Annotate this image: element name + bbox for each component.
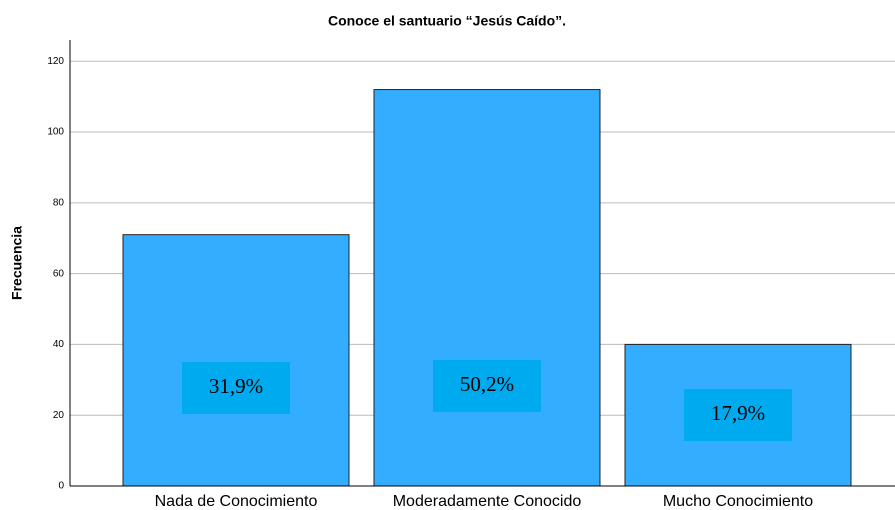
y-tick-label: 40 [53, 339, 65, 350]
y-tick-label: 120 [47, 56, 64, 67]
y-tick-label: 0 [58, 481, 64, 492]
chart-title: Conoce el santuario “Jesús Caído”. [328, 13, 566, 29]
y-axis-title: Frecuencia [9, 226, 25, 300]
bar [373, 89, 601, 487]
annotation-box [182, 362, 290, 414]
annotation-box [684, 389, 792, 441]
y-tick-label: 20 [53, 410, 65, 421]
x-tick-label: Nada de Conocimiento [155, 493, 318, 510]
x-tick-label: Mucho Conocimiento [663, 493, 813, 510]
bar [122, 234, 350, 487]
annotation: 50,2% [460, 372, 514, 396]
x-tick-label: Moderadamente Conocido [393, 493, 582, 510]
annotation-box [433, 360, 541, 412]
annotation: 31,9% [209, 374, 263, 398]
y-tick-label: 80 [53, 197, 65, 208]
y-tick-label: 100 [47, 127, 64, 138]
y-tick-label: 60 [53, 268, 65, 279]
annotation: 17,9% [711, 401, 765, 425]
